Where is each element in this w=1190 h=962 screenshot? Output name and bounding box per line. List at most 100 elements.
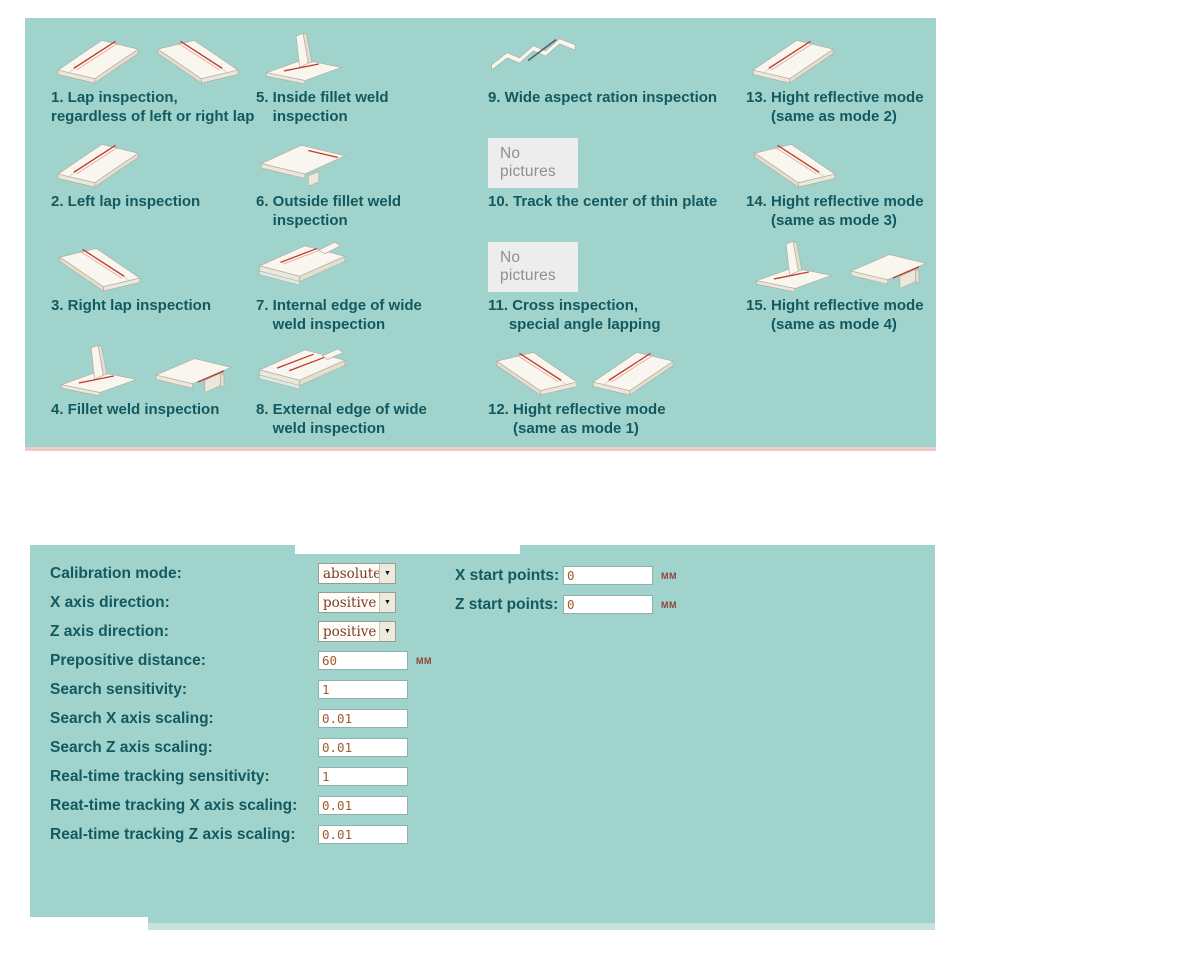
weld-mode-8-label: 8. External edge of wide weld inspection xyxy=(256,401,427,438)
weld-mode-1: 1. Lap inspection, regardless of left or… xyxy=(51,28,256,132)
weld-mode-6-label: 6. Outside fillet weld inspection xyxy=(256,193,402,230)
calibration-mode-select[interactable]: absolute ▼ xyxy=(318,563,396,584)
chevron-down-icon: ▼ xyxy=(379,564,395,583)
weld-mode-7: 7. Internal edge of wide weld inspection xyxy=(256,236,488,340)
weld-mode-10-label: 10. Track the center of thin plate xyxy=(488,193,718,210)
z-start-points-label: Z start points: xyxy=(455,595,559,613)
prepositive-distance-input[interactable] xyxy=(318,651,408,670)
realtime-sensitivity-label: Real-time tracking sensitivity: xyxy=(50,767,270,785)
weld-lap-r-icon xyxy=(488,342,584,396)
form-row: Real-time tracking sensitivity: xyxy=(50,762,432,791)
realtime-x-scaling-label: Reat-time tracking X axis scaling: xyxy=(50,796,298,814)
weld-mode-2: 2. Left lap inspection xyxy=(51,132,256,236)
weld-mode-9: 9. Wide aspect ration inspection xyxy=(488,28,746,132)
weld-illustration-4 xyxy=(51,340,245,396)
weld-mode-3-label: 3. Right lap inspection xyxy=(51,297,212,314)
weld-mode-15-label: 15. Hight reflective mode (same as mode … xyxy=(746,297,924,334)
settings-form-left: Calibration mode: absolute ▼ X axis dire… xyxy=(50,559,432,849)
search-x-scaling-label: Search X axis scaling: xyxy=(50,709,214,727)
weld-lap-l-icon xyxy=(51,30,147,84)
calibration-mode-value: absolute xyxy=(323,565,379,582)
weld-tee-icon xyxy=(51,342,147,396)
weld-mode-12-label: 12. Hight reflective mode (same as mode … xyxy=(488,401,666,438)
weld-illustration-3 xyxy=(51,236,147,292)
form-row: Search sensitivity: xyxy=(50,675,432,704)
weld-mode-11-label: 11. Cross inspection, special angle lapp… xyxy=(488,297,661,334)
weld-lap-l-icon xyxy=(51,134,147,188)
weld-mode-2-label: 2. Left lap inspection xyxy=(51,193,201,210)
realtime-z-scaling-label: Real-time tracking Z axis scaling: xyxy=(50,825,296,843)
weld-mode-4-label: 4. Fillet weld inspection xyxy=(51,401,220,418)
weld-mode-1-label: 1. Lap inspection, regardless of left or… xyxy=(51,89,255,126)
weld-lap-r-icon xyxy=(149,30,245,84)
search-z-scaling-input[interactable] xyxy=(318,738,408,757)
x-axis-direction-select[interactable]: positive ▼ xyxy=(318,592,396,613)
realtime-z-scaling-input[interactable] xyxy=(318,825,408,844)
weld-illustration-15 xyxy=(746,236,940,292)
weld-lap-l-icon xyxy=(586,342,682,396)
calibration-settings-panel: Calibration mode: absolute ▼ X axis dire… xyxy=(30,545,935,930)
search-sensitivity-label: Search sensitivity: xyxy=(50,680,187,698)
weld-mode-10: No pictures 10. Track the center of thin… xyxy=(488,132,746,236)
prepositive-distance-label: Prepositive distance: xyxy=(50,651,206,669)
realtime-sensitivity-input[interactable] xyxy=(318,767,408,786)
weld-illustration-14 xyxy=(746,132,842,188)
form-row: Z start points: MM xyxy=(455,590,677,619)
form-row: Reat-time tracking X axis scaling: xyxy=(50,791,432,820)
weld-mode-9-label: 9. Wide aspect ration inspection xyxy=(488,89,718,106)
weld-wide-ext-icon xyxy=(256,342,352,396)
weld-mode-4: 4. Fillet weld inspection xyxy=(51,340,256,444)
chevron-down-icon: ▼ xyxy=(379,593,395,612)
weld-mode-15: 15. Hight reflective mode (same as mode … xyxy=(746,236,934,340)
z-axis-direction-select[interactable]: positive ▼ xyxy=(318,621,396,642)
weld-mode-5-label: 5. Inside fillet weld inspection xyxy=(256,89,389,126)
x-axis-direction-value: positive xyxy=(323,594,377,611)
weld-mode-14-label: 14. Hight reflective mode (same as mode … xyxy=(746,193,924,230)
form-row: X axis direction: positive ▼ xyxy=(50,588,432,617)
weld-illustration-11: No pictures xyxy=(488,236,578,292)
weld-wide-int-icon xyxy=(256,238,352,292)
weld-mode-6: 6. Outside fillet weld inspection xyxy=(256,132,488,236)
weld-illustration-5 xyxy=(256,28,352,84)
form-row: Calibration mode: absolute ▼ xyxy=(50,559,432,588)
weld-illustration-1 xyxy=(51,28,245,84)
weld-illustration-7 xyxy=(256,236,352,292)
form-row: X start points: MM xyxy=(455,561,677,590)
unit-label: MM xyxy=(661,570,677,581)
x-start-points-input[interactable] xyxy=(563,566,653,585)
weld-corrugated-icon xyxy=(488,30,584,84)
weld-mode-11: No pictures 11. Cross inspection, specia… xyxy=(488,236,746,340)
settings-form-right: X start points: MM Z start points: MM xyxy=(455,561,677,619)
form-row: Z axis direction: positive ▼ xyxy=(50,617,432,646)
search-sensitivity-input[interactable] xyxy=(318,680,408,699)
weld-mode-7-label: 7. Internal edge of wide weld inspection xyxy=(256,297,422,334)
unit-label: MM xyxy=(661,599,677,610)
weld-mode-14: 14. Hight reflective mode (same as mode … xyxy=(746,132,934,236)
search-x-scaling-input[interactable] xyxy=(318,709,408,728)
scan-artifact xyxy=(30,917,148,930)
weld-tee-icon xyxy=(746,238,842,292)
panel-bottom-trim xyxy=(30,923,935,930)
weld-mode-3: 3. Right lap inspection xyxy=(51,236,256,340)
z-start-points-input[interactable] xyxy=(563,595,653,614)
weld-corner-icon xyxy=(844,238,940,292)
weld-corner-out-icon xyxy=(256,134,352,188)
weld-illustration-2 xyxy=(51,132,147,188)
calibration-mode-label: Calibration mode: xyxy=(50,564,182,582)
form-row: Real-time tracking Z axis scaling: xyxy=(50,820,432,849)
no-pictures-placeholder: No pictures xyxy=(488,242,578,292)
weld-illustration-9 xyxy=(488,28,584,84)
form-row: Search Z axis scaling: xyxy=(50,733,432,762)
weld-illustration-6 xyxy=(256,132,352,188)
x-axis-direction-label: X axis direction: xyxy=(50,593,170,611)
realtime-x-scaling-input[interactable] xyxy=(318,796,408,815)
weld-illustration-10: No pictures xyxy=(488,132,578,188)
weld-mode-8: 8. External edge of wide weld inspection xyxy=(256,340,488,444)
search-z-scaling-label: Search Z axis scaling: xyxy=(50,738,213,756)
weld-tee-icon xyxy=(256,30,352,84)
weld-corner-icon xyxy=(149,342,245,396)
weld-mode-13-label: 13. Hight reflective mode (same as mode … xyxy=(746,89,924,126)
grid-empty-cell xyxy=(746,340,934,444)
weld-illustration-8 xyxy=(256,340,352,396)
weld-lap-r-icon xyxy=(746,134,842,188)
